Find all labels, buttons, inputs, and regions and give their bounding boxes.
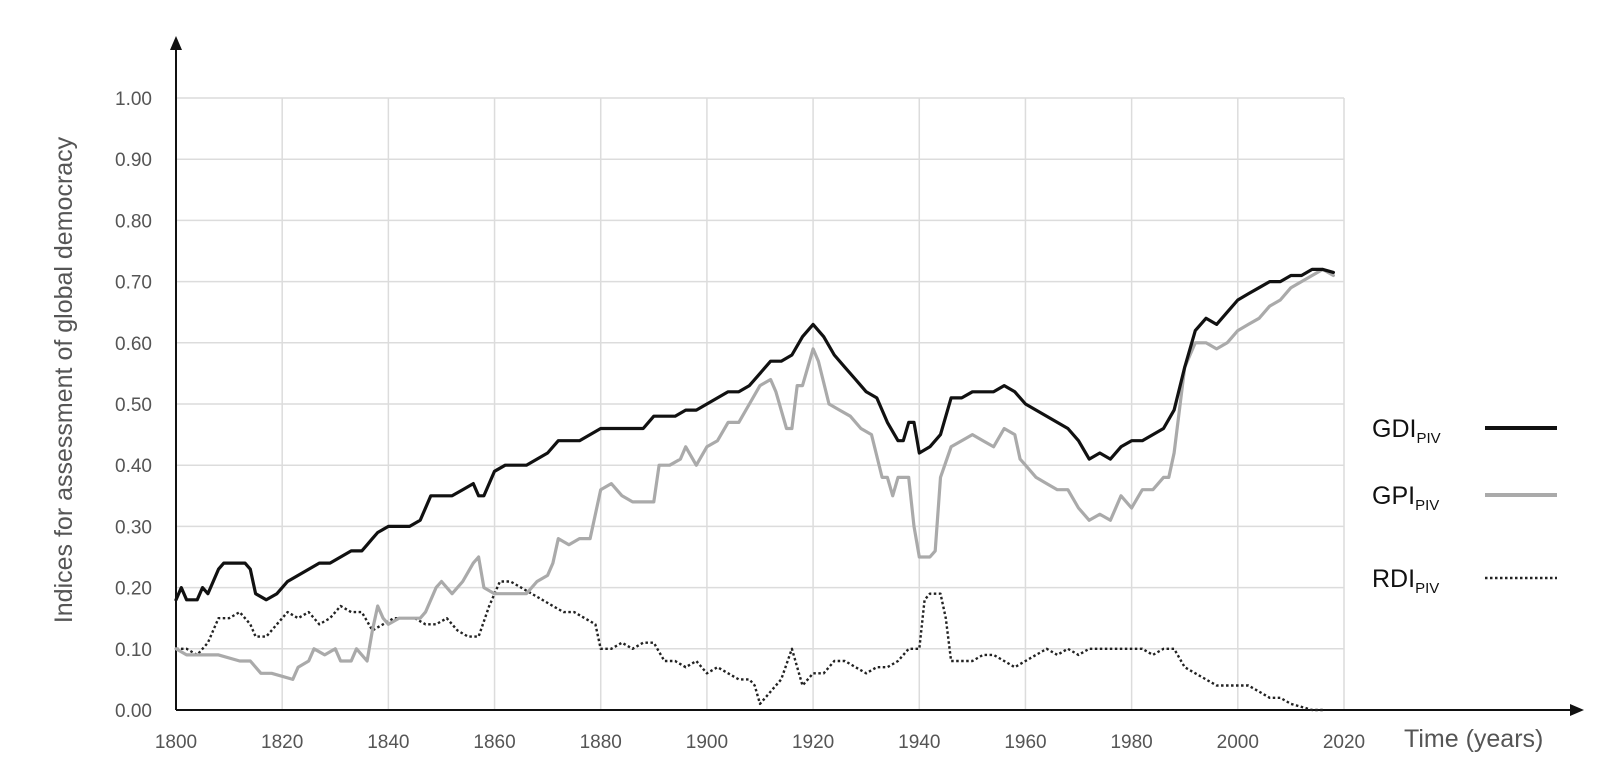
legend-item-rdi: RDIPIV bbox=[1372, 565, 1557, 597]
y-tick-label: 0.80 bbox=[115, 211, 152, 232]
grid bbox=[176, 97, 1345, 710]
x-tick-label: 1860 bbox=[473, 732, 515, 753]
y-tick-label: 0.00 bbox=[115, 701, 152, 722]
series-lines bbox=[174, 267, 1335, 712]
y-tick-label: 0.90 bbox=[115, 150, 152, 171]
x-tick-label: 1880 bbox=[580, 732, 622, 753]
y-tick-label: 0.20 bbox=[115, 579, 152, 600]
tick-labels: 1800 1820 1840 1860 1880 1900 1920 1940 1960 1980… bbox=[115, 89, 1365, 753]
y-axis-title: Indices for assessment of global democra… bbox=[50, 136, 78, 623]
x-tick-label: 2000 bbox=[1217, 732, 1259, 753]
legend-item-gpi: GPIPIV bbox=[1372, 482, 1557, 514]
x-tick-label: 1800 bbox=[155, 732, 197, 753]
x-tick-label: 1840 bbox=[367, 732, 409, 753]
x-tick-label: 1960 bbox=[1004, 732, 1046, 753]
y-tick-label: 0.60 bbox=[115, 334, 152, 355]
series-line-gdi bbox=[174, 267, 1335, 602]
series-line-rdi bbox=[176, 580, 1323, 712]
x-tick-label: 1900 bbox=[686, 732, 728, 753]
y-axis-arrow-icon bbox=[170, 36, 182, 50]
x-tick-label: 1940 bbox=[898, 732, 940, 753]
x-tick-label: 1820 bbox=[261, 732, 303, 753]
x-axis-arrow-icon bbox=[1570, 704, 1584, 716]
y-tick-label: 0.50 bbox=[115, 395, 152, 416]
legend-label: GPIPIV bbox=[1372, 482, 1439, 514]
y-tick-label: 0.70 bbox=[115, 273, 152, 294]
legend: GDIPIV GPIPIV RDIPIV bbox=[1372, 415, 1557, 597]
legend-label: RDIPIV bbox=[1372, 565, 1439, 597]
y-tick-label: 0.30 bbox=[115, 517, 152, 538]
series-line-gpi bbox=[174, 267, 1335, 681]
x-tick-label: 2020 bbox=[1323, 732, 1365, 753]
x-axis-title: Time (years) bbox=[1404, 725, 1543, 753]
legend-item-gdi: GDIPIV bbox=[1372, 415, 1557, 447]
y-tick-label: 0.40 bbox=[115, 456, 152, 477]
y-tick-label: 0.10 bbox=[115, 640, 152, 661]
y-tick-label: 1.00 bbox=[115, 89, 152, 110]
x-tick-label: 1920 bbox=[792, 732, 834, 753]
x-tick-label: 1980 bbox=[1110, 732, 1152, 753]
legend-label: GDIPIV bbox=[1372, 415, 1441, 447]
